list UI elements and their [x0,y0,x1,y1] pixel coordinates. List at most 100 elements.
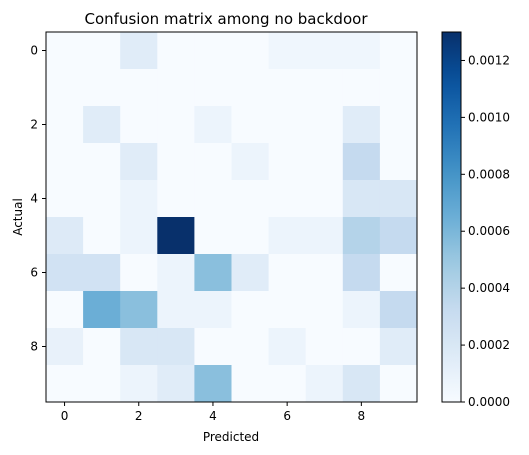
colorbar-tick-label: 0.0002 [468,338,510,352]
heatmap-cell-r0-c7 [306,32,344,70]
heatmap-cell-r0-c0 [46,32,84,70]
heatmap-cell-r3-c8 [343,143,381,181]
heatmap-cell-r1-c9 [380,69,418,107]
heatmap-cell-r3-c0 [46,143,84,181]
heatmap-cell-r9-c9 [380,365,418,403]
heatmap-cell-r4-c4 [194,180,232,218]
heatmap-cell-r0-c6 [269,32,307,70]
heatmap-cell-r2-c6 [269,106,307,144]
heatmap-cell-r6-c3 [157,254,195,292]
heatmap-cell-r3-c1 [83,143,121,181]
heatmap-cell-r0-c1 [83,32,121,70]
heatmap-cell-r4-c0 [46,180,84,218]
heatmap-cell-r5-c6 [269,217,307,255]
heatmap-cell-r7-c1 [83,291,121,329]
heatmap-cell-r8-c1 [83,328,121,366]
colorbar-tick-label: 0.0012 [468,53,510,67]
heatmap-cell-r3-c7 [306,143,344,181]
y-tick-label: 0 [30,44,38,58]
heatmap-cell-r2-c9 [380,106,418,144]
heatmap-cell-r3-c5 [232,143,270,181]
heatmap-cell-r4-c1 [83,180,121,218]
y-axis-label: Actual [11,198,25,236]
heatmap-cell-r6-c9 [380,254,418,292]
heatmap-cell-r5-c0 [46,217,84,255]
heatmap-cell-r4-c6 [269,180,307,218]
heatmap-cells [46,32,418,403]
heatmap-cell-r6-c4 [194,254,232,292]
heatmap-cell-r3-c2 [120,143,158,181]
heatmap-cell-r4-c3 [157,180,195,218]
heatmap-cell-r5-c5 [232,217,270,255]
x-tick-label: 8 [358,409,366,423]
heatmap-cell-r8-c7 [306,328,344,366]
heatmap-cell-r7-c5 [232,291,270,329]
y-tick-label: 4 [30,192,38,206]
heatmap-cell-r1-c3 [157,69,195,107]
heatmap-cell-r2-c3 [157,106,195,144]
heatmap-cell-r1-c1 [83,69,121,107]
heatmap-cell-r6-c1 [83,254,121,292]
chart-title: Confusion matrix among no backdoor [85,10,369,28]
heatmap-cell-r5-c3 [157,217,195,255]
heatmap-cell-r7-c8 [343,291,381,329]
heatmap-cell-r0-c5 [232,32,270,70]
heatmap-cell-r4-c5 [232,180,270,218]
heatmap-cell-r8-c3 [157,328,195,366]
heatmap-cell-r9-c5 [232,365,270,403]
heatmap-cell-r7-c2 [120,291,158,329]
heatmap-cell-r7-c9 [380,291,418,329]
heatmap-cell-r6-c5 [232,254,270,292]
heatmap-cell-r1-c2 [120,69,158,107]
colorbar-tick-label: 0.0008 [468,167,510,181]
heatmap-cell-r5-c9 [380,217,418,255]
heatmap-cell-r7-c3 [157,291,195,329]
heatmap-cell-r6-c6 [269,254,307,292]
heatmap-cell-r5-c7 [306,217,344,255]
heatmap-cell-r9-c1 [83,365,121,403]
heatmap-cell-r1-c6 [269,69,307,107]
colorbar-tick-label: 0.0004 [468,281,510,295]
heatmap-cell-r9-c7 [306,365,344,403]
heatmap-cell-r9-c6 [269,365,307,403]
heatmap-cell-r9-c4 [194,365,232,403]
heatmap-cell-r1-c7 [306,69,344,107]
heatmap-cell-r9-c8 [343,365,381,403]
heatmap-cell-r2-c5 [232,106,270,144]
heatmap-cell-r2-c4 [194,106,232,144]
heatmap-cell-r4-c7 [306,180,344,218]
heatmap-cell-r6-c0 [46,254,84,292]
heatmap-cell-r4-c2 [120,180,158,218]
x-axis-label: Predicted [203,430,259,444]
x-tick-label: 6 [283,409,291,423]
heatmap-cell-r7-c6 [269,291,307,329]
heatmap-cell-r6-c7 [306,254,344,292]
heatmap-cell-r4-c9 [380,180,418,218]
heatmap-cell-r5-c4 [194,217,232,255]
heatmap-cell-r8-c0 [46,328,84,366]
heatmap-cell-r7-c0 [46,291,84,329]
heatmap-cell-r5-c2 [120,217,158,255]
heatmap-cell-r2-c0 [46,106,84,144]
y-tick-label: 2 [30,118,38,132]
heatmap-cell-r8-c5 [232,328,270,366]
heatmap-cell-r8-c9 [380,328,418,366]
x-axis-ticks: 0 2 4 6 8 [61,402,365,423]
heatmap-cell-r7-c4 [194,291,232,329]
heatmap-cell-r8-c4 [194,328,232,366]
y-axis-ticks: 0 2 4 6 8 [30,44,46,354]
colorbar [442,32,461,402]
heatmap-cell-r3-c4 [194,143,232,181]
heatmap-cell-r5-c8 [343,217,381,255]
heatmap-cell-r2-c7 [306,106,344,144]
heatmap-cell-r3-c3 [157,143,195,181]
y-tick-label: 6 [30,266,38,280]
heatmap-cell-r9-c2 [120,365,158,403]
heatmap-cell-r7-c7 [306,291,344,329]
x-tick-label: 2 [135,409,143,423]
heatmap-cell-r1-c0 [46,69,84,107]
colorbar-tick-label: 0.0010 [468,110,510,124]
heatmap-cell-r6-c8 [343,254,381,292]
heatmap-cell-r9-c3 [157,365,195,403]
